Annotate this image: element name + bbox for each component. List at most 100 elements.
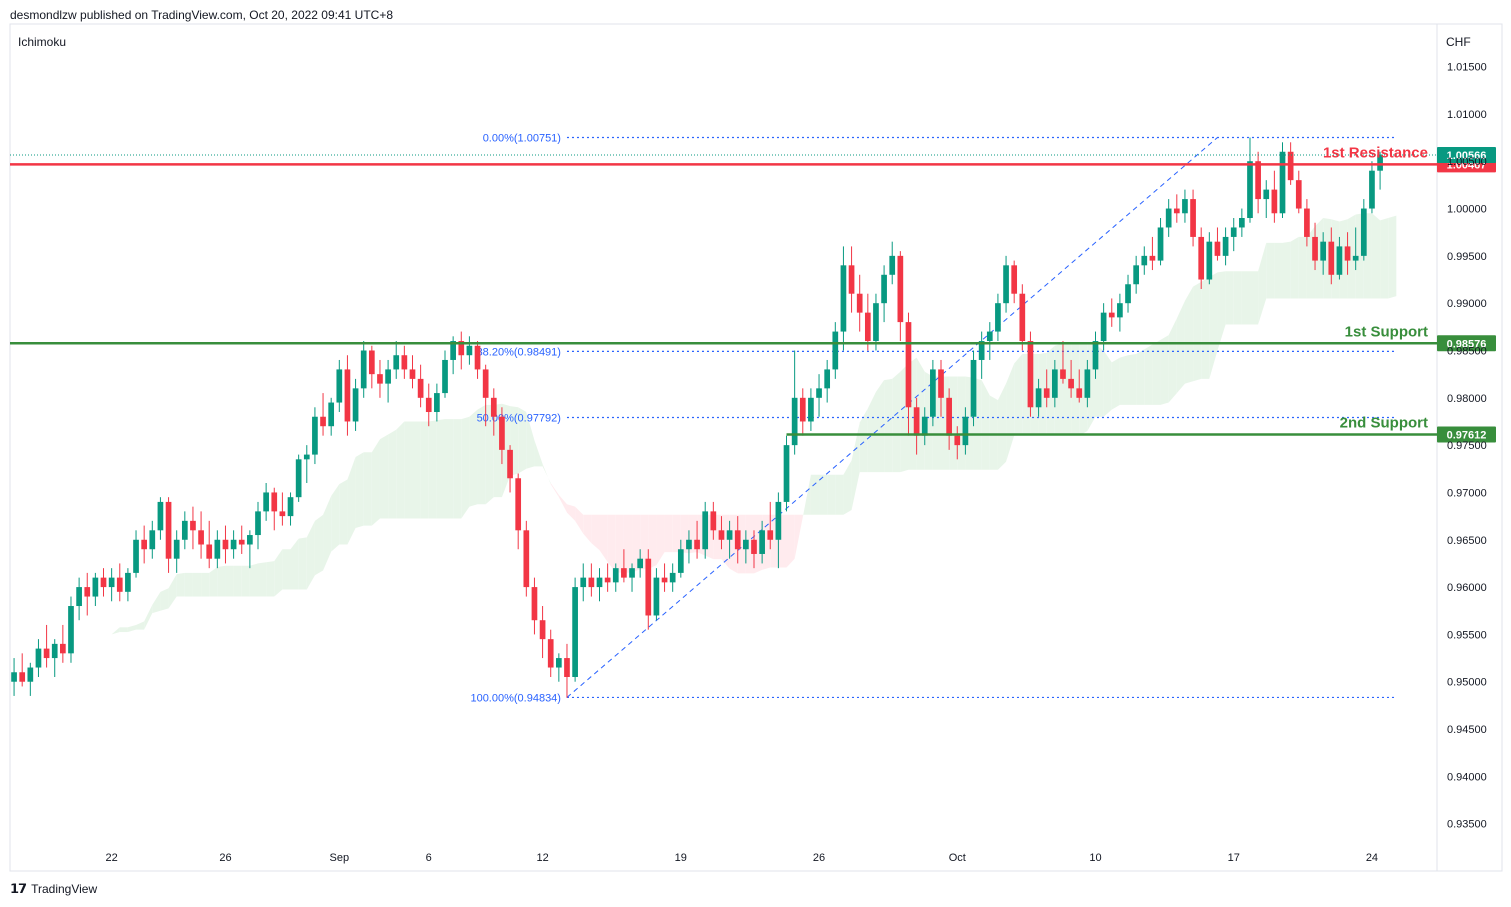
candle-body bbox=[401, 355, 408, 370]
y-tick-label: 0.96500 bbox=[1447, 535, 1487, 547]
candle-body bbox=[596, 577, 603, 588]
cloud-segment bbox=[1136, 349, 1145, 405]
candle-body bbox=[938, 369, 944, 398]
candle-body bbox=[1133, 265, 1139, 285]
candle-body bbox=[466, 345, 473, 356]
cloud-segment bbox=[347, 456, 356, 545]
cloud-segment bbox=[989, 395, 998, 470]
cloud-segment bbox=[802, 474, 811, 518]
y-tick-label: 0.95000 bbox=[1447, 677, 1487, 689]
cloud-segment bbox=[461, 416, 470, 519]
candle-body bbox=[1328, 241, 1335, 275]
candle-body bbox=[377, 374, 383, 384]
level-name: 1st Resistance bbox=[1323, 144, 1428, 161]
cloud-segment bbox=[168, 574, 177, 609]
candle-body bbox=[710, 511, 717, 531]
fib-level-label: 38.20%(0.98491) bbox=[477, 346, 561, 358]
y-tick-label: 1.00000 bbox=[1447, 204, 1487, 216]
candle-body bbox=[108, 577, 115, 588]
candle-body bbox=[661, 577, 668, 583]
cloud-segment bbox=[1168, 318, 1177, 403]
y-tick-label: 0.97000 bbox=[1447, 487, 1487, 499]
cloud-segment bbox=[1323, 218, 1332, 299]
candle-body bbox=[734, 530, 741, 550]
cloud-segment bbox=[1331, 219, 1340, 299]
cloud-segment bbox=[583, 514, 592, 544]
cloud-segment bbox=[1160, 335, 1169, 405]
candle-body bbox=[1222, 236, 1229, 256]
candle-body bbox=[767, 530, 774, 540]
cloud-segment bbox=[916, 357, 925, 470]
candle-body bbox=[856, 293, 863, 313]
level-price-label: 0.97612 bbox=[1447, 430, 1487, 442]
candle-body bbox=[1035, 388, 1042, 408]
candle-body bbox=[368, 350, 375, 375]
cloud-segment bbox=[526, 412, 535, 469]
candle-body bbox=[1117, 303, 1123, 318]
brand-name: TradingView bbox=[31, 882, 98, 896]
candle-body bbox=[840, 265, 847, 332]
candle-body bbox=[612, 568, 619, 583]
candle-body bbox=[1320, 241, 1327, 261]
candle-body bbox=[1060, 369, 1066, 379]
candle-body bbox=[271, 492, 278, 512]
cloud-segment bbox=[445, 419, 454, 519]
candle-body bbox=[442, 359, 448, 394]
candle-body bbox=[864, 312, 871, 342]
y-tick-label: 0.94000 bbox=[1447, 771, 1487, 783]
cloud-segment bbox=[1347, 214, 1356, 299]
cloud-segment bbox=[396, 421, 405, 519]
currency-label: CHF bbox=[1446, 35, 1471, 49]
cloud-segment bbox=[119, 627, 128, 633]
cloud-segment bbox=[1071, 343, 1080, 436]
y-tick-label: 0.99500 bbox=[1447, 251, 1487, 263]
cloud-segment bbox=[144, 604, 153, 630]
cloud-segment bbox=[233, 565, 242, 597]
last-price-badge bbox=[1437, 146, 1496, 163]
candle-body bbox=[978, 341, 985, 360]
cloud-segment bbox=[762, 514, 771, 570]
candle-body bbox=[702, 511, 709, 550]
candle-body bbox=[1255, 161, 1261, 200]
candle-body bbox=[677, 549, 684, 573]
x-tick-label: Sep bbox=[330, 852, 350, 864]
candle-body bbox=[247, 535, 253, 545]
candle-body bbox=[1076, 388, 1083, 398]
candle-body bbox=[1043, 388, 1050, 398]
candle-body bbox=[35, 648, 42, 668]
candle-body bbox=[637, 558, 644, 569]
cloud-segment bbox=[648, 514, 657, 570]
candle-body bbox=[1011, 265, 1018, 294]
candle-body bbox=[1369, 170, 1375, 209]
candle-body bbox=[604, 577, 611, 583]
cloud-segment bbox=[721, 514, 730, 569]
cloud-segment bbox=[282, 549, 291, 590]
candle-body bbox=[1141, 255, 1148, 266]
cloud-segment bbox=[1388, 215, 1397, 299]
candle-body bbox=[759, 530, 765, 554]
cloud-segment bbox=[1371, 213, 1381, 299]
cloud-segment bbox=[615, 514, 624, 573]
cloud-segment bbox=[1144, 344, 1153, 405]
candle-body bbox=[913, 407, 920, 436]
candle-body bbox=[165, 501, 172, 559]
candle-body bbox=[1230, 227, 1237, 237]
candle-body bbox=[1190, 199, 1196, 237]
cloud-segment bbox=[534, 440, 543, 467]
candle-body bbox=[230, 539, 237, 550]
cloud-segment bbox=[957, 376, 966, 470]
tradingview-logo-icon: 𝟭𝟳 bbox=[10, 881, 27, 896]
cloud-segment bbox=[274, 549, 283, 597]
last-price-label: 1.00566 bbox=[1447, 150, 1487, 162]
cloud-segment bbox=[184, 572, 193, 597]
cloud-segment bbox=[1046, 345, 1055, 436]
cloud-segment bbox=[1258, 242, 1267, 325]
cloud-segment bbox=[558, 494, 567, 513]
cloud-segment bbox=[371, 439, 380, 526]
candle-body bbox=[824, 369, 831, 389]
candle-body bbox=[149, 530, 156, 550]
cloud-segment bbox=[1217, 271, 1226, 351]
candle-body bbox=[930, 369, 936, 417]
cloud-segment bbox=[428, 420, 437, 519]
